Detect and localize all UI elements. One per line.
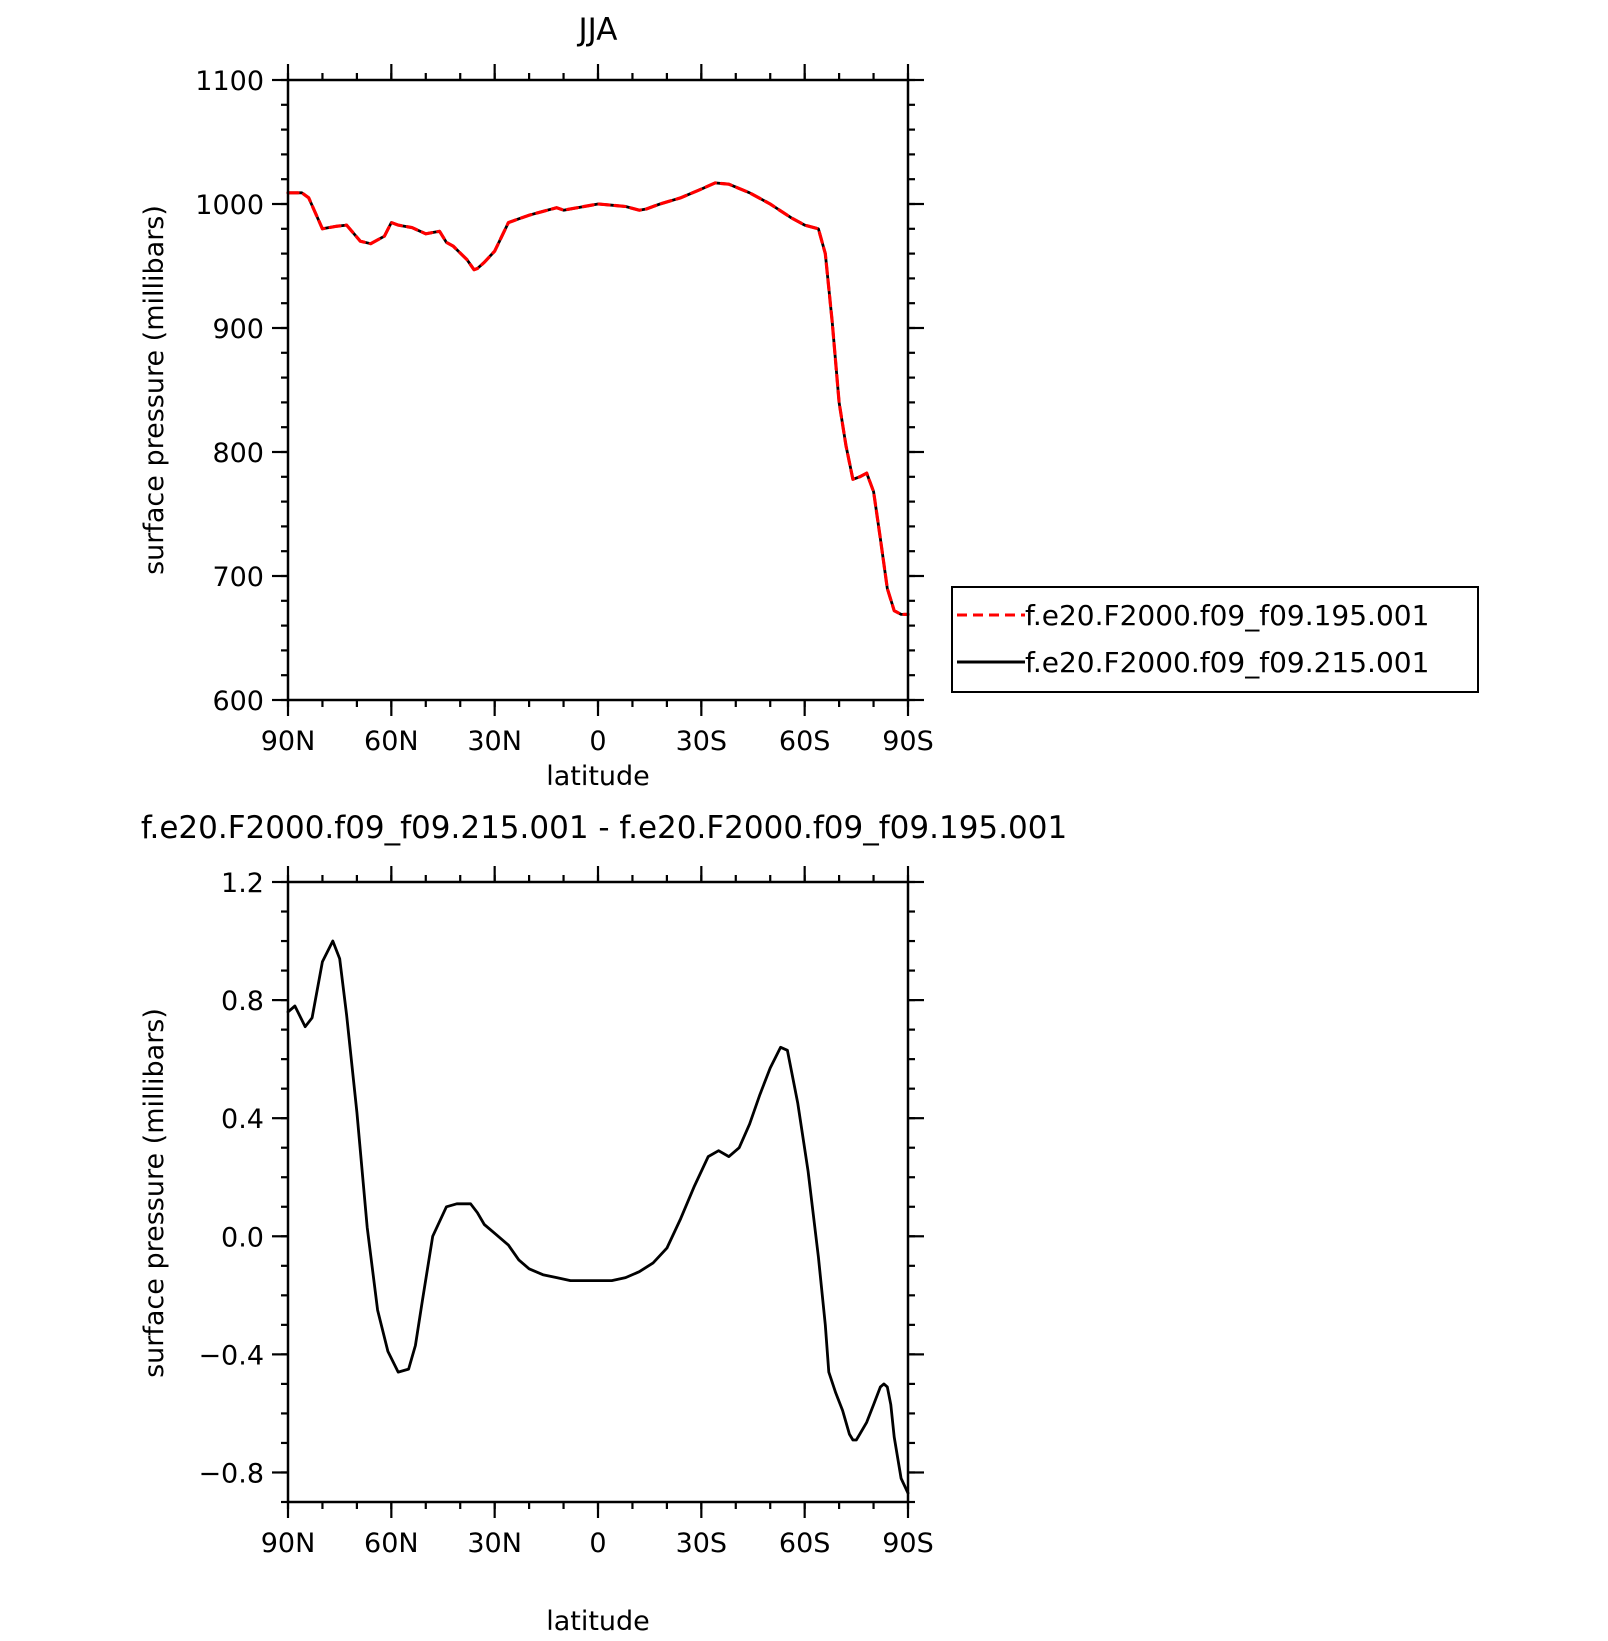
bottom-y-tick-label: 0.8 <box>221 986 264 1017</box>
top-series-group <box>286 181 910 617</box>
top-x-tick-label: 90N <box>261 726 316 757</box>
bottom-plot-title: f.e20.F2000.f09_f09.215.001 - f.e20.F200… <box>141 810 1067 846</box>
legend: f.e20.F2000.f09_f09.195.001 f.e20.F2000.… <box>951 586 1479 693</box>
top-y-tick-label: 1100 <box>195 66 264 97</box>
bottom-x-tick-label: 60S <box>779 1528 831 1559</box>
top-x-tick-label: 30N <box>467 726 522 757</box>
bottom-x-tick-label: 0 <box>589 1528 606 1559</box>
bottom-x-tick-label: 60N <box>364 1528 419 1559</box>
bottom-x-axis-title: latitude <box>546 1606 650 1637</box>
legend-label-195: f.e20.F2000.f09_f09.195.001 <box>1025 599 1429 632</box>
legend-box <box>951 586 1479 693</box>
bottom-x-tick-label: 90S <box>882 1528 934 1559</box>
top-y-tick-label: 1000 <box>195 190 264 221</box>
bottom-plot-frame <box>286 880 910 1504</box>
top-x-tick-label: 90S <box>882 726 934 757</box>
bottom-x-tick-label: 30N <box>467 1528 522 1559</box>
top-series-line-1 <box>286 181 910 616</box>
top-y-tick-label: 800 <box>212 438 264 469</box>
bottom-y-ticks: −0.8 −0.4 0.0 0.4 0.8 1.2 <box>198 868 924 1504</box>
bottom-x-tick-label: 90N <box>261 1528 316 1559</box>
top-panel: JJA 600 700 800 900 1000 1100 90N 60N 30N 0 30S 60… <box>139 12 934 792</box>
bottom-series-line-0 <box>286 939 910 1495</box>
top-y-axis-title: surface pressure (millibars) <box>139 205 170 575</box>
bottom-y-tick-label: −0.4 <box>198 1340 264 1371</box>
top-plot-frame <box>286 78 910 702</box>
top-x-axis-title: latitude <box>546 761 650 792</box>
top-x-tick-label: 0 <box>589 726 606 757</box>
bottom-y-tick-label: 1.2 <box>221 868 264 899</box>
bottom-y-axis-title: surface pressure (millibars) <box>139 1008 170 1378</box>
top-x-tick-label: 60S <box>779 726 831 757</box>
top-plot-title: JJA <box>577 12 618 48</box>
bottom-y-tick-label: 0.0 <box>221 1222 264 1253</box>
bottom-y-tick-label: 0.4 <box>221 1104 264 1135</box>
bottom-x-tick-label: 30S <box>676 1528 728 1559</box>
top-y-ticks: 600 700 800 900 1000 1100 <box>195 66 924 717</box>
bottom-y-tick-label: −0.8 <box>198 1458 264 1489</box>
bottom-panel: f.e20.F2000.f09_f09.215.001 - f.e20.F200… <box>139 810 1067 1637</box>
top-y-tick-label: 700 <box>212 562 264 593</box>
top-series-line-0 <box>286 181 910 617</box>
top-x-ticks: 90N 60N 30N 0 30S 60S 90S <box>261 64 934 757</box>
top-x-tick-label: 30S <box>676 726 728 757</box>
top-y-tick-label: 600 <box>212 686 264 717</box>
bottom-series-group <box>286 939 910 1495</box>
legend-label-215: f.e20.F2000.f09_f09.215.001 <box>1025 646 1429 679</box>
bottom-x-ticks: 90N 60N 30N 0 30S 60S 90S <box>261 866 934 1559</box>
top-x-tick-label: 60N <box>364 726 419 757</box>
top-y-tick-label: 900 <box>212 314 264 345</box>
